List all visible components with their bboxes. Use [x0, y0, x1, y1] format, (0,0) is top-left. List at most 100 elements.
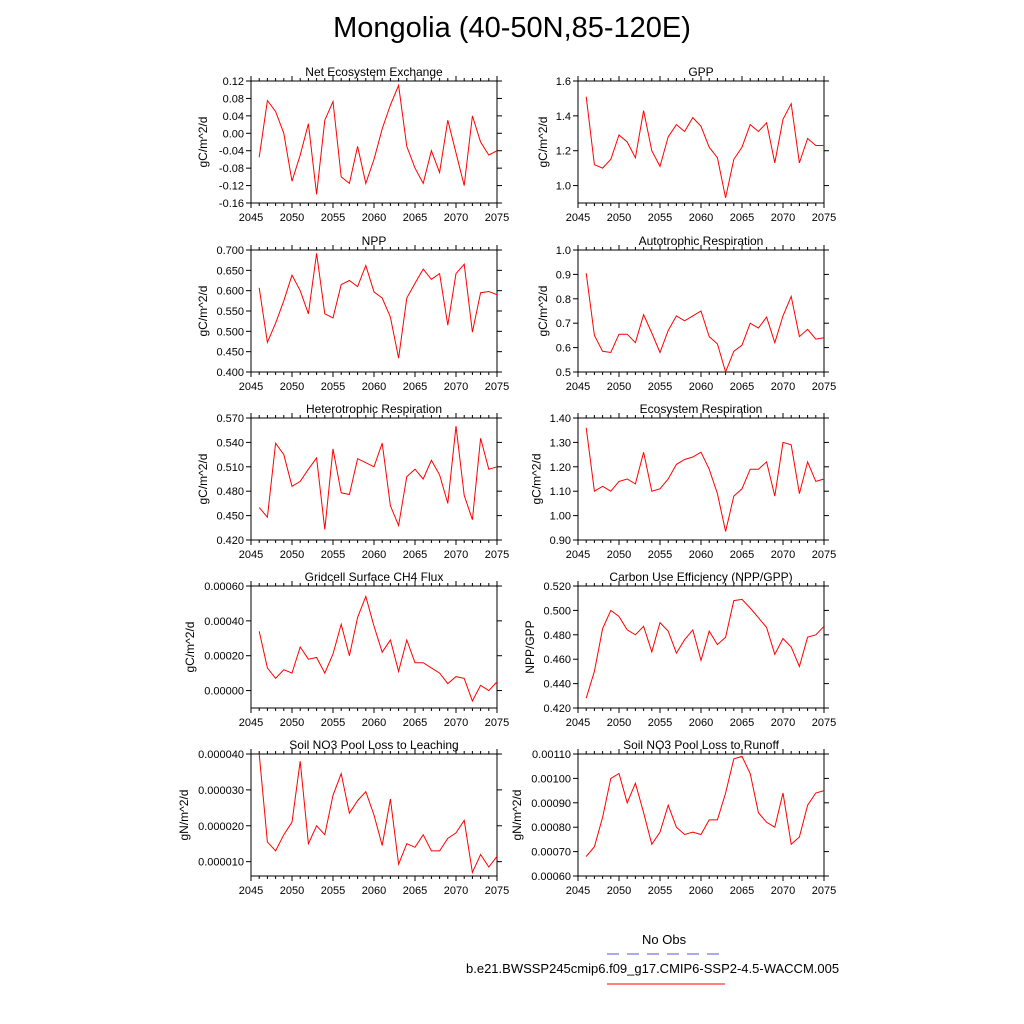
- x-tick-label: 2045: [566, 212, 590, 224]
- x-tick-label: 2055: [648, 381, 672, 393]
- y-tick-label: 0.420: [543, 703, 571, 715]
- y-tick-label: 0.00040: [204, 616, 244, 628]
- series-line: [258, 83, 498, 195]
- panel-3: NPP 2045 2050 2055 2060 2065 2070 2075 0.400 0.45…: [196, 234, 509, 393]
- x-tick-label: 2050: [607, 549, 631, 561]
- y-tick-label: 0.00090: [531, 798, 571, 810]
- x-tick-label: 2075: [485, 212, 509, 224]
- y-axis-label: gN/m^2/d: [177, 790, 191, 841]
- y-tick-label: 1.6: [556, 76, 571, 88]
- y-tick-label: 1.4: [556, 111, 571, 123]
- x-tick-label: 2070: [444, 381, 468, 393]
- x-tick-label: 2045: [239, 717, 263, 729]
- x-tick-label: 2055: [321, 549, 345, 561]
- x-tick-label: 2070: [771, 717, 795, 729]
- panel-title: Gridcell Surface CH4 Flux: [305, 570, 444, 584]
- x-tick-label: 2070: [444, 717, 468, 729]
- y-tick-label: 0.00100: [531, 773, 571, 785]
- x-tick-label: 2055: [321, 885, 345, 897]
- x-tick-label: 2070: [444, 549, 468, 561]
- y-axis-label: gN/m^2/d: [510, 790, 524, 841]
- y-tick-label: 0.520: [543, 581, 571, 593]
- x-tick-label: 2065: [730, 381, 754, 393]
- x-tick-label: 2055: [648, 212, 672, 224]
- x-tick-label: 2050: [280, 717, 304, 729]
- y-tick-label: 1.10: [550, 486, 571, 498]
- x-tick-label: 2045: [566, 381, 590, 393]
- series-line: [585, 427, 825, 532]
- x-tick-label: 2075: [485, 549, 509, 561]
- y-tick-label: 1.00: [550, 511, 571, 523]
- y-tick-label: -0.08: [219, 163, 244, 175]
- y-tick-label: 0.460: [543, 654, 571, 666]
- y-tick-label: 0.650: [216, 265, 244, 277]
- series-line: [258, 753, 498, 875]
- series-line: [258, 253, 498, 359]
- panel-title: Net Ecosystem Exchange: [305, 65, 443, 79]
- y-tick-label: 0.510: [216, 462, 244, 474]
- x-tick-label: 2045: [239, 885, 263, 897]
- y-axis-label: NPP/GPP: [523, 620, 537, 673]
- y-tick-label: 0.550: [216, 306, 244, 318]
- plot-frame: [577, 585, 825, 709]
- panel-title: Carbon Use Efficiency (NPP/GPP): [609, 570, 792, 584]
- y-tick-label: 0.00080: [531, 822, 571, 834]
- y-tick-label: 0.00060: [204, 581, 244, 593]
- x-tick-label: 2050: [607, 885, 631, 897]
- y-axis-label: gC/m^2/d: [536, 286, 550, 337]
- panel-title: GPP: [688, 65, 713, 79]
- plot-frame: [577, 80, 825, 204]
- series-line: [585, 755, 825, 857]
- x-tick-label: 2045: [566, 549, 590, 561]
- x-tick-label: 2070: [771, 381, 795, 393]
- y-tick-label: 0.00: [223, 128, 244, 140]
- panel-8: Carbon Use Efficiency (NPP/GPP) 2045 2050 2…: [523, 570, 836, 729]
- page-title: Mongolia (40-50N,85-120E): [333, 12, 691, 44]
- x-tick-label: 2075: [485, 717, 509, 729]
- x-tick-label: 2075: [812, 717, 836, 729]
- y-tick-label: 1.0: [556, 181, 571, 193]
- y-tick-label: 0.000040: [198, 749, 244, 761]
- panel-2: GPP 2045 2050 2055 2060 2065 2070 2075 1.0 1.2 1.4…: [536, 65, 836, 224]
- y-tick-label: 1.2: [556, 146, 571, 158]
- x-tick-label: 2060: [689, 549, 713, 561]
- y-tick-label: 0.00000: [204, 686, 244, 698]
- x-tick-label: 2060: [689, 717, 713, 729]
- x-tick-label: 2065: [403, 885, 427, 897]
- y-tick-label: 0.500: [543, 605, 571, 617]
- panel-1: Net Ecosystem Exchange 2045 2050 2055 2060 20…: [196, 65, 509, 224]
- x-tick-label: 2045: [239, 381, 263, 393]
- x-tick-label: 2045: [239, 212, 263, 224]
- x-tick-label: 2060: [362, 212, 386, 224]
- x-tick-label: 2055: [648, 549, 672, 561]
- panel-title: Heterotrophic Respiration: [306, 402, 442, 416]
- y-axis-label: gC/m^2/d: [183, 622, 197, 673]
- x-tick-label: 2070: [771, 212, 795, 224]
- x-tick-label: 2050: [280, 381, 304, 393]
- x-tick-label: 2050: [607, 717, 631, 729]
- x-tick-label: 2060: [689, 885, 713, 897]
- y-tick-label: 0.08: [223, 93, 244, 105]
- y-tick-label: 1.30: [550, 437, 571, 449]
- y-tick-label: -0.04: [219, 146, 244, 158]
- x-tick-label: 2055: [321, 212, 345, 224]
- plot-frame: [250, 585, 498, 709]
- x-tick-label: 2060: [689, 381, 713, 393]
- x-tick-label: 2065: [730, 885, 754, 897]
- x-tick-label: 2060: [362, 549, 386, 561]
- panel-title: Soil NO3 Pool Loss to Runoff: [623, 738, 780, 752]
- y-tick-label: 0.500: [216, 326, 244, 338]
- y-tick-label: 0.6: [556, 343, 571, 355]
- y-tick-label: 0.04: [223, 111, 244, 123]
- y-tick-label: 0.5: [556, 367, 571, 379]
- x-tick-label: 2065: [730, 549, 754, 561]
- x-tick-label: 2050: [607, 212, 631, 224]
- x-tick-label: 2075: [485, 885, 509, 897]
- y-tick-label: 0.9: [556, 269, 571, 281]
- panel-title: Soil NO3 Pool Loss to Leaching: [289, 738, 458, 752]
- x-tick-label: 2065: [403, 717, 427, 729]
- x-tick-label: 2075: [485, 381, 509, 393]
- x-tick-label: 2065: [403, 212, 427, 224]
- x-tick-label: 2055: [321, 381, 345, 393]
